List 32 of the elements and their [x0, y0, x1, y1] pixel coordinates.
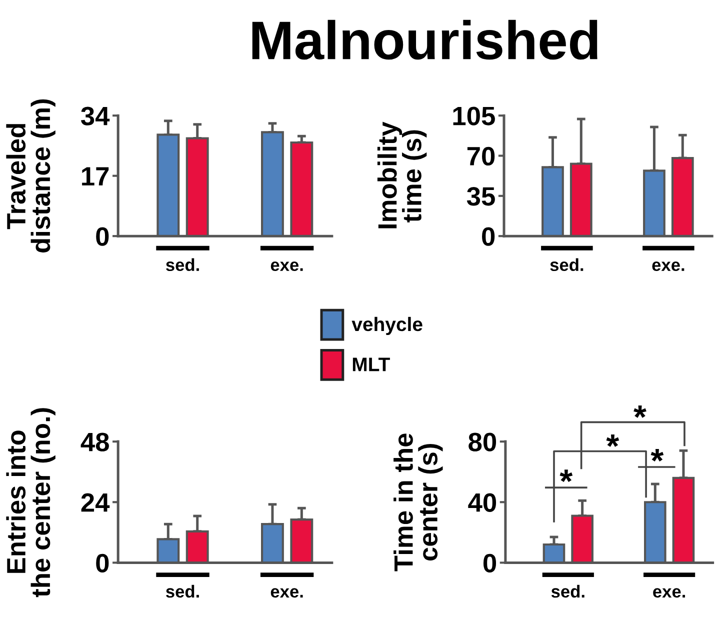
- y-tick-label: 80: [468, 432, 496, 452]
- y-axis-title: Entries into the center (no.): [6, 408, 56, 598]
- y-tick-label: 0: [96, 554, 109, 573]
- legend-label: vehycle: [352, 316, 422, 336]
- y-tick-label: 0: [482, 227, 495, 246]
- text: *: [634, 405, 646, 418]
- y-tick-label: 40: [468, 493, 496, 512]
- x-tick-label: exe.: [270, 262, 303, 272]
- y-tick-label: 17: [82, 167, 109, 186]
- x-tick-label: exe.: [652, 262, 684, 272]
- x-tick-label: sed.: [551, 584, 584, 598]
- x-tick-label: exe.: [653, 588, 686, 598]
- annotation: *: [650, 449, 664, 462]
- legend-label: MLT: [352, 358, 390, 372]
- y-tick-label: 70: [467, 146, 495, 166]
- y-tick-label: 34: [81, 106, 110, 126]
- x-tick-label: sed.: [550, 258, 584, 272]
- x-tick-label: exe.: [270, 588, 303, 598]
- x-tick-label: sed.: [166, 584, 199, 598]
- y-tick-label: 105: [453, 106, 495, 126]
- annotation: *: [560, 470, 573, 482]
- y-tick-label: 0: [96, 227, 109, 246]
- y-axis-title: Imobility time (s): [377, 122, 427, 228]
- y-tick-label: 48: [80, 432, 109, 452]
- y-axis-title: Traveled distance (m): [6, 99, 56, 252]
- y-tick-label: 0: [483, 554, 496, 573]
- y-axis-title: Time in the center (s): [394, 434, 443, 572]
- x-tick-label: sed.: [166, 258, 199, 272]
- annotation: *: [606, 434, 620, 447]
- y-tick-label: 24: [81, 493, 110, 512]
- chart-title: Malnourished: [252, 20, 598, 60]
- y-tick-label: 35: [466, 187, 495, 206]
